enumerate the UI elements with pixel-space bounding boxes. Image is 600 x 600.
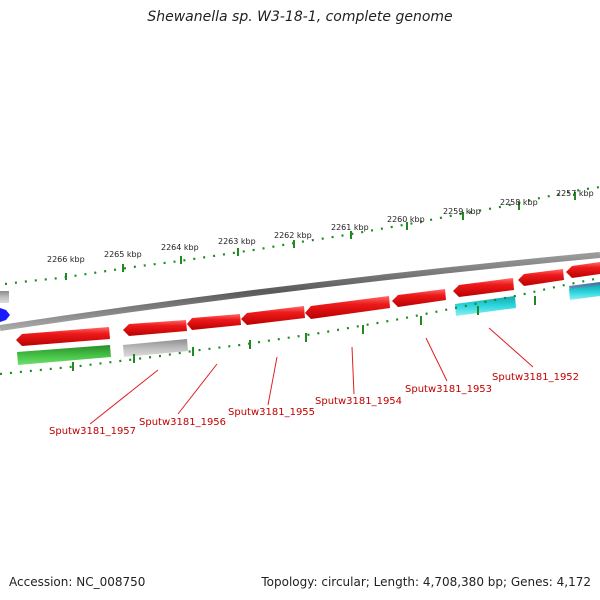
topology-text: Topology: circular; Length: 4,708,380 bp… [261,575,591,589]
green-feature [17,345,111,365]
inner-scale [0,276,600,376]
gene-label-1956: Sputw3181_1956 [139,417,226,428]
scale-label-2261: 2261 kbp [331,223,369,232]
cds-arrow-1957 [16,327,110,346]
gene-label-1955: Sputw3181_1955 [228,407,315,418]
scale-label-2260: 2260 kbp [387,215,425,224]
cds-arrow-1956b [187,314,241,330]
accession-text: Accession: NC_008750 [9,575,146,589]
cds-arrow-1953 [392,289,446,307]
genome-backbone [0,252,600,331]
leader-lines [89,327,534,425]
cds-arrows [16,262,600,346]
scale-label-2265: 2265 kbp [104,250,142,259]
scale-label-2263: 2263 kbp [218,237,256,246]
gene-label-1954: Sputw3181_1954 [315,396,402,407]
cyan-feature [455,296,516,316]
map-title: Shewanella sp. W3-18-1, complete genome [147,9,453,25]
cds-arrow-1951 [518,269,564,286]
grey-feature [123,339,188,357]
scale-labels: 2266 kbp 2265 kbp 2264 kbp 2263 kbp 2262… [47,189,594,264]
lower-track-features [17,285,600,365]
scale-label-2266: 2266 kbp [47,255,85,264]
cds-arrow-1954 [305,296,390,319]
gene-label-1952: Sputw3181_1952 [492,372,579,383]
cyan-feature-right [569,285,600,300]
outer-scale [4,185,600,286]
cds-arrow-1952 [453,278,514,297]
blue-arrow-feature [0,308,10,322]
gene-labels: Sputw3181_1957 Sputw3181_1956 Sputw3181_… [49,372,579,437]
grey-feature-left [0,291,9,303]
scale-label-2262: 2262 kbp [274,231,312,240]
cds-arrow-1955 [241,306,305,325]
gene-label-1957: Sputw3181_1957 [49,426,136,437]
cds-arrow-1956 [123,320,187,336]
scale-label-2259: 2259 kbp [443,207,481,216]
scale-label-2257: 2257 kbp [556,189,594,198]
scale-label-2264: 2264 kbp [161,243,199,252]
scale-label-2258: 2258 kbp [500,198,538,207]
cds-arrow-1950 [566,262,600,278]
gene-label-1953: Sputw3181_1953 [405,384,492,395]
